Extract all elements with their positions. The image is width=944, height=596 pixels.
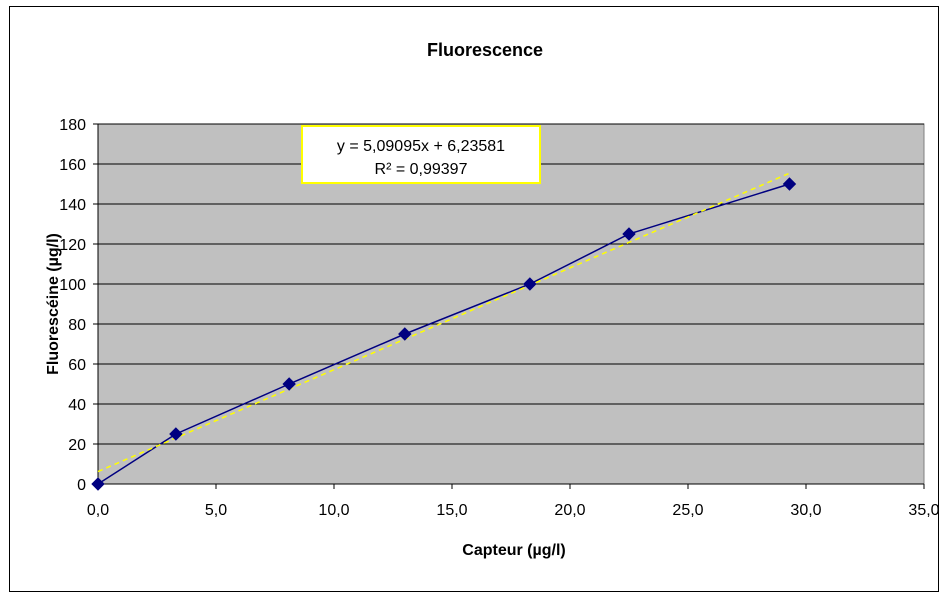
- y-tick-label: 20: [68, 437, 86, 454]
- x-tick-label: 5,0: [205, 502, 227, 519]
- x-tick-label: 0,0: [87, 502, 109, 519]
- x-tick-label: 25,0: [672, 502, 703, 519]
- y-tick-label: 40: [68, 397, 86, 414]
- y-axis-ticks: 0 20 40 60 80 100 120 140 160 180: [59, 117, 99, 494]
- series-layer: [91, 172, 797, 491]
- x-tick-label: 30,0: [790, 502, 821, 519]
- x-axis-ticks: 0,0 5,0 10,0 15,0 20,0 25,0 30,0 35,0: [87, 483, 940, 519]
- y-tick-label: 160: [59, 157, 86, 174]
- data-point-marker: [523, 277, 537, 291]
- y-tick-label: 80: [68, 317, 86, 334]
- y-tick-label: 120: [59, 237, 86, 254]
- x-axis-title: Capteur (µg/l): [462, 542, 565, 559]
- data-point-marker: [91, 477, 105, 491]
- y-tick-label: 0: [77, 477, 86, 494]
- y-tick-label: 180: [59, 117, 86, 134]
- x-tick-label: 35,0: [908, 502, 939, 519]
- data-point-marker: [282, 377, 296, 391]
- y-tick-label: 60: [68, 357, 86, 374]
- trendline-equation: y = 5,09095x + 6,23581: [337, 138, 505, 155]
- equation-box-border: [301, 125, 541, 184]
- data-point-marker: [622, 227, 636, 241]
- x-tick-label: 10,0: [318, 502, 349, 519]
- y-tick-label: 100: [59, 277, 86, 294]
- data-point-marker: [169, 427, 183, 441]
- chart-title: Fluorescence: [427, 40, 543, 60]
- data-point-marker: [782, 177, 797, 191]
- trendline-r-squared: R² = 0,99397: [375, 161, 468, 178]
- x-tick-label: 15,0: [436, 502, 467, 519]
- y-tick-label: 140: [59, 197, 86, 214]
- trendline-equation-box: y = 5,09095x + 6,23581 R² = 0,99397: [301, 125, 541, 184]
- data-point-marker: [398, 327, 412, 341]
- x-tick-label: 20,0: [554, 502, 585, 519]
- y-axis-title: Fluorescéine (µg/l): [45, 233, 62, 375]
- grid-lines: [98, 123, 924, 485]
